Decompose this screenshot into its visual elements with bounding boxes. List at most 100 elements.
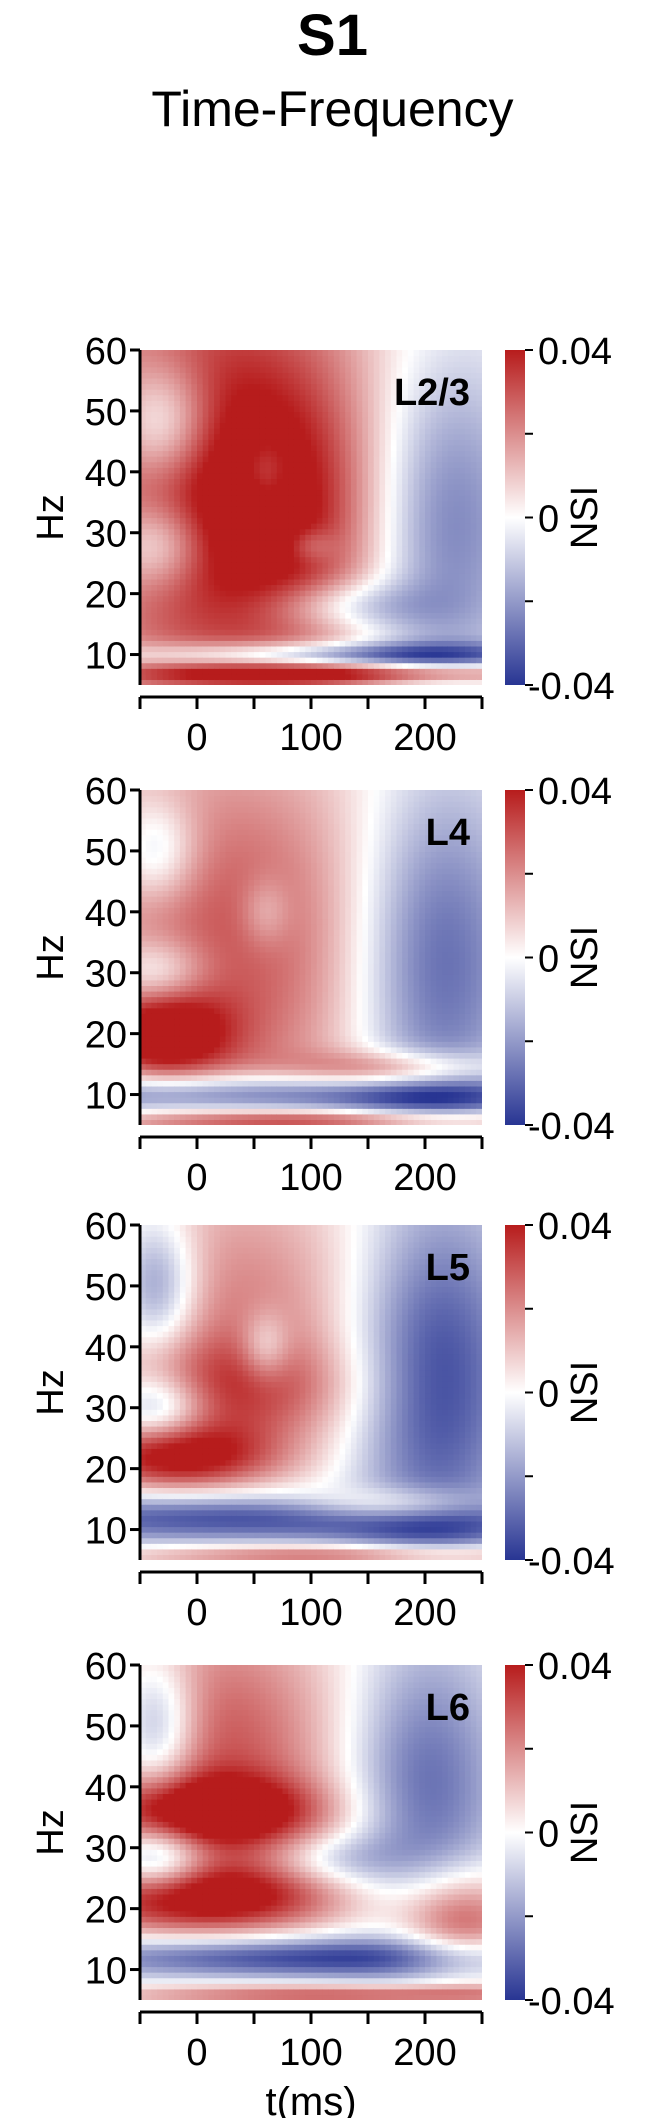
heatmap-cell [345,651,352,658]
heatmap-cell [185,935,192,942]
heatmap-cell [259,618,266,625]
heatmap-cell [311,422,318,429]
heatmap-cell [168,590,175,597]
heatmap-cell [174,601,181,608]
heatmap-cell [179,896,187,903]
heatmap-cell [179,840,187,847]
heatmap-cell [442,590,449,597]
heatmap-cell [430,657,437,664]
heatmap-cell [179,940,187,947]
heatmap-cell [271,573,278,580]
heatmap-cell [191,450,198,457]
heatmap-cell [151,523,158,530]
heatmap-cell [208,946,215,953]
heatmap-cell [316,634,323,641]
heatmap-cell [299,601,306,608]
heatmap-cell [459,478,466,485]
heatmap-cell [162,935,170,942]
heatmap-cell [197,506,204,513]
heatmap-cell [225,1013,232,1020]
heatmap-cell [219,400,227,407]
heatmap-cell [157,355,164,362]
heatmap-cell [242,1007,249,1014]
heatmap-cell [197,361,204,368]
heatmap-cell [442,601,449,608]
heatmap-cell [464,450,472,457]
heatmap-cell [242,517,249,524]
heatmap-cell [396,355,403,362]
heatmap-cell [464,467,472,474]
heatmap-cell [236,1035,244,1042]
heatmap-cell [248,551,255,558]
heatmap-cell [345,662,352,669]
heatmap-cell [356,444,363,452]
heatmap-cell [356,428,363,435]
heatmap-cell [259,422,266,429]
heatmap-cell [174,1018,181,1026]
heatmap-cell [265,383,272,390]
heatmap-cell [373,433,380,440]
heatmap-cell [248,912,255,920]
heatmap-cell [464,562,472,569]
heatmap-cell [305,534,312,541]
heatmap-cell [248,411,255,418]
heatmap-cell [254,1002,261,1009]
heatmap-cell [442,444,449,452]
heatmap-cell [413,389,420,396]
heatmap-cell [419,417,426,424]
heatmap-cell [407,590,415,597]
heatmap-cell [168,991,175,998]
heatmap-cell [362,422,369,429]
heatmap-cell [368,523,375,530]
heatmap-cell [436,422,443,429]
heatmap-cell [197,484,204,491]
heatmap-cell [174,506,181,513]
heatmap-cell [293,657,301,664]
heatmap-cell [436,411,443,418]
heatmap-cell [288,545,295,552]
heatmap-cell [162,840,170,847]
heatmap-cell [407,645,415,653]
heatmap-cell [470,657,477,664]
heatmap-cell [202,511,209,519]
heatmap-cell [140,444,147,452]
heatmap-cell [368,383,375,390]
heatmap-cell [157,1007,164,1014]
heatmap-cell [442,606,449,614]
heatmap-cell [447,618,455,625]
heatmap-cell [356,422,363,429]
heatmap-cell [407,584,415,591]
heatmap-cell [328,467,335,474]
heatmap-cell [162,578,170,586]
heatmap-cell [185,1108,192,1115]
heatmap-cell [259,901,266,908]
heatmap-cell [265,573,272,580]
heatmap-cell [373,405,380,413]
heatmap-cell [219,1002,227,1009]
heatmap-cell [225,478,232,485]
heatmap-cell [316,400,323,407]
heatmap-cell [356,405,363,413]
heatmap-cell [168,422,175,429]
heatmap-cell [174,862,181,869]
heatmap-cell [390,556,398,563]
heatmap-cell [174,634,181,641]
heatmap-cell [470,506,477,513]
heatmap-cell [191,495,198,502]
heatmap-cell [197,890,204,897]
heatmap-cell [219,1046,227,1054]
heatmap-cell [202,873,209,880]
heatmap-cell [157,556,164,563]
heatmap-cell [282,634,289,641]
heatmap-cell [168,456,175,463]
heatmap-cell [236,411,244,418]
heatmap-cell [191,1007,198,1014]
heatmap-cell [191,1018,198,1026]
heatmap-cell [179,595,187,602]
heatmap-cell [168,366,175,373]
heatmap-cell [368,467,375,474]
heatmap-cell [288,645,295,653]
heatmap-cell [288,673,295,681]
heatmap-cell [265,450,272,457]
heatmap-cell [339,417,346,424]
